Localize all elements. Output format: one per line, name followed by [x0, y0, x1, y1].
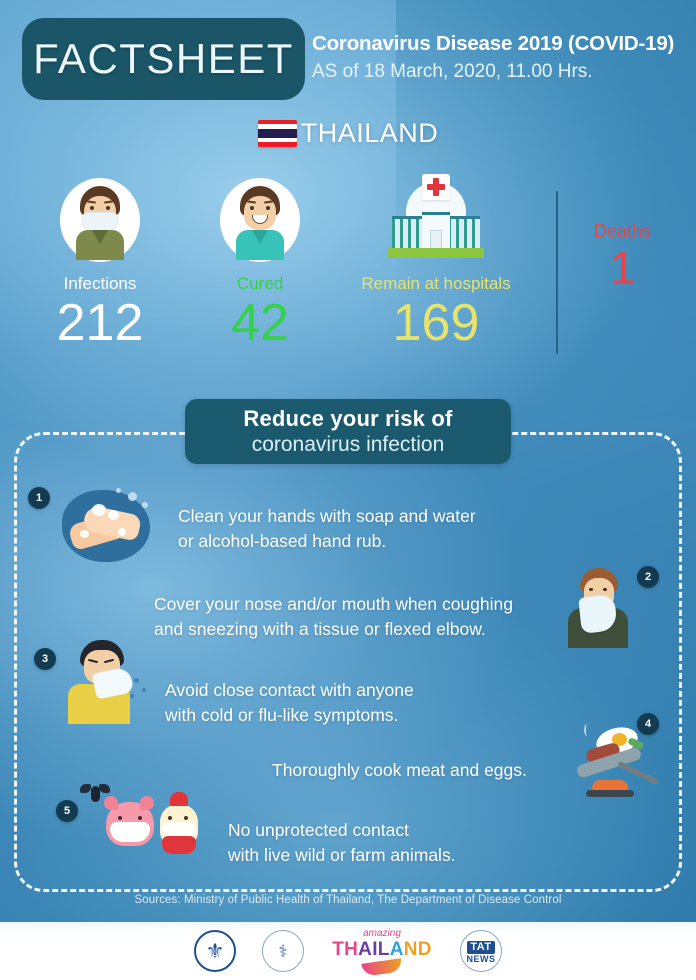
ministry-public-health-logo: ⚜ — [194, 930, 236, 972]
sources-text: Sources: Ministry of Public Health of Th… — [134, 894, 562, 906]
washing-hands-icon — [58, 484, 156, 568]
thailand-part2: AIL — [358, 938, 390, 960]
tip-line1-2: Cover your nose and/or mouth when coughi… — [154, 594, 513, 614]
tip-line1-5: No unprotected contact — [228, 820, 409, 840]
disease-control-emblem-icon: ⚕ — [278, 941, 288, 961]
page-title: Coronavirus Disease 2019 (COVID-19) — [312, 32, 675, 55]
stat-value-infections: 212 — [56, 294, 144, 352]
amazing-word: amazing — [363, 927, 401, 939]
thailand-part1: TH — [332, 938, 359, 960]
cooking-pan-icon — [570, 722, 662, 806]
tip-number-3: 3 — [34, 648, 56, 670]
tip-line1-3: Avoid close contact with anyone — [165, 680, 414, 700]
tip-text-5: No unprotected contact with live wild or… — [228, 818, 568, 868]
tip-line2-5: with live wild or farm animals. — [228, 844, 456, 865]
tip-text-4: Thoroughly cook meat and eggs. — [272, 758, 572, 783]
reduce-risk-heading-line2: coronavirus infection — [251, 433, 445, 456]
header: FACTSHEET Coronavirus Disease 2019 (COVI… — [0, 18, 696, 108]
hospital-icon — [384, 174, 488, 266]
tat-news-logo: TAT NEWS — [460, 930, 502, 972]
tip-line1-1: Clean your hands with soap and water — [178, 506, 476, 526]
tip-number-2: 2 — [637, 566, 659, 588]
factsheet-label: FACTSHEET — [33, 35, 294, 82]
stat-value-cured: 42 — [231, 294, 289, 352]
tip-number-5: 5 — [56, 800, 78, 822]
stat-value-hospital: 169 — [392, 294, 480, 352]
thailand-flag-icon — [257, 120, 297, 147]
stat-label-cured: Cured — [236, 274, 284, 293]
reduce-risk-header: Reduce your risk of coronavirus infectio… — [185, 399, 511, 464]
tat-label: TAT — [467, 941, 495, 954]
thailand-wordmark: THAILAND — [330, 940, 434, 959]
amazing-thailand-logo: amazing THAILAND — [330, 927, 434, 977]
tip-line2-1: or alcohol-based hand rub. — [178, 530, 387, 551]
masked-person-icon — [60, 174, 140, 266]
tip-text-2: Cover your nose and/or mouth when coughi… — [154, 592, 574, 642]
amazing-thailand-swoosh-icon — [361, 957, 403, 977]
stat-value-deaths: 1 — [609, 242, 636, 294]
tip-line1-4: Thoroughly cook meat and eggs. — [272, 760, 527, 780]
tip-line2-2: and sneezing with a tissue or flexed elb… — [154, 618, 486, 639]
sneezing-person-icon — [64, 638, 160, 724]
stat-label-infections: Infections — [63, 274, 137, 293]
country-row: THAILAND — [0, 118, 696, 149]
ministry-emblem-icon: ⚜ — [205, 939, 225, 963]
smiling-person-icon — [220, 174, 300, 266]
factsheet-badge: FACTSHEET — [22, 18, 305, 100]
farm-animals-icon — [76, 782, 216, 860]
stat-infections: Infections 212 — [18, 170, 182, 351]
department-disease-control-logo: ⚕ — [262, 930, 304, 972]
thailand-part3: A — [389, 938, 404, 960]
reduce-risk-heading-line1: Reduce your risk of — [243, 406, 453, 431]
page-subtitle: AS of 18 March, 2020, 11.00 Hrs. — [312, 61, 593, 82]
tip-line2-3: with cold or flu-like symptoms. — [165, 704, 399, 725]
stat-label-hospital: Remain at hospitals — [361, 274, 511, 293]
country-label: THAILAND — [300, 118, 439, 148]
stats-divider — [556, 191, 558, 354]
stat-label-deaths: Deaths — [593, 221, 652, 241]
tip-text-1: Clean your hands with soap and water or … — [178, 504, 578, 554]
stat-cured: Cured 42 — [185, 170, 335, 351]
stat-deaths: Deaths 1 — [560, 213, 685, 292]
news-label: NEWS — [466, 954, 496, 964]
tip-number-1: 1 — [28, 487, 50, 509]
cover-cough-icon — [562, 564, 634, 648]
tip-text-3: Avoid close contact with anyone with col… — [165, 678, 565, 728]
tip-number-4: 4 — [637, 713, 659, 735]
thailand-part4: ND — [403, 938, 432, 960]
stat-remain-at-hospitals: Remain at hospitals 169 — [330, 170, 542, 351]
header-text-block: Coronavirus Disease 2019 (COVID-19) AS o… — [312, 32, 692, 83]
footer-logos: ⚜ ⚕ amazing THAILAND TAT NEWS — [0, 922, 696, 980]
stats-row: Infections 212 Cured 42 — [0, 165, 696, 365]
